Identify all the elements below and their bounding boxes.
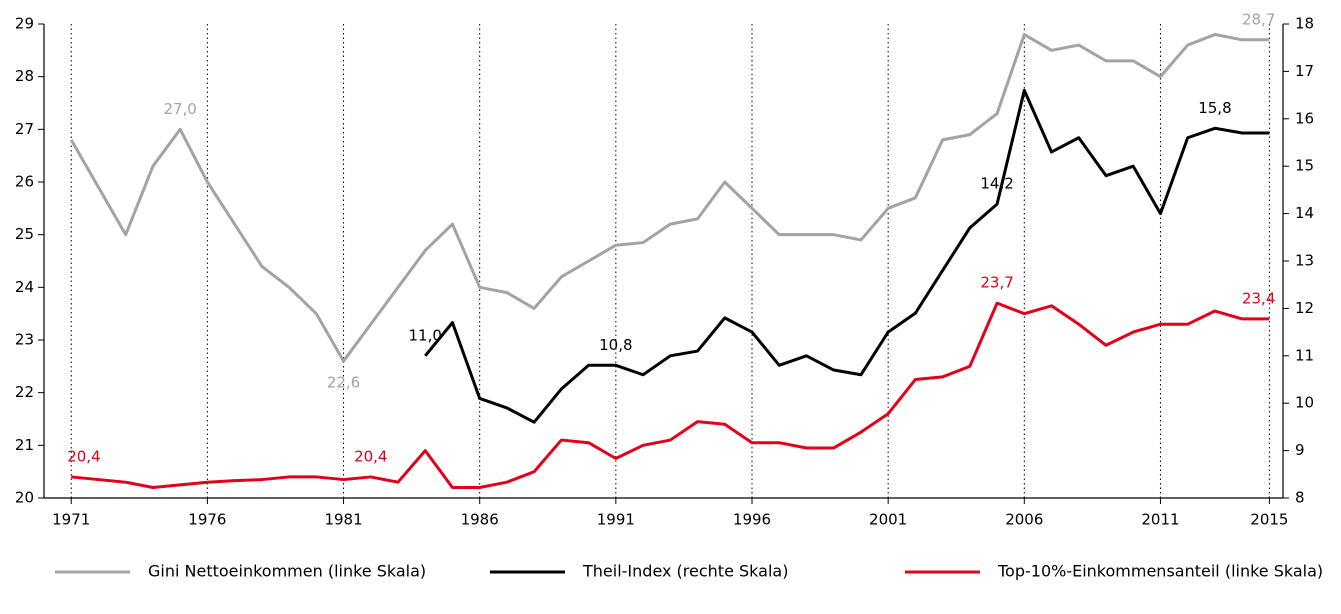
value-label: 22,6 [327,374,360,392]
y2-tick-label: 14 [1295,204,1314,222]
value-label: 10,8 [599,336,632,354]
value-label: 20,4 [67,447,100,465]
value-label: 20,4 [354,447,387,465]
y2-tick-label: 17 [1295,62,1314,80]
y2-tick-label: 8 [1295,489,1305,507]
x-tick-label: 2001 [869,511,907,529]
y-tick-label: 21 [15,436,34,454]
y-tick-label: 28 [15,67,34,85]
y2-tick-label: 15 [1295,157,1314,175]
y-tick-label: 29 [15,15,34,33]
x-tick-label: 1976 [188,511,226,529]
x-tick-label: 2011 [1141,511,1179,529]
value-label: 27,0 [163,100,196,118]
legend-label: Top-10%-Einkommensanteil (linke Skala) [997,562,1323,581]
series-line [71,301,1270,489]
y2-tick-label: 11 [1295,346,1314,364]
x-tick-label: 1996 [733,511,771,529]
x-tick-label: 1986 [461,511,499,529]
x-tick-label: 1991 [597,511,635,529]
series-line [424,88,1270,424]
y-tick-label: 22 [15,383,34,401]
value-label: 11,0 [409,326,442,344]
y-tick-label: 25 [15,225,34,243]
y2-tick-label: 12 [1295,299,1314,317]
series-line [69,33,1270,363]
value-label: 14,2 [980,175,1013,193]
y-tick-label: 23 [15,331,34,349]
x-tick-label: 2006 [1005,511,1043,529]
y-tick-label: 27 [15,120,34,138]
value-label: 28,7 [1242,10,1275,28]
y2-tick-label: 9 [1295,441,1305,459]
legend-label: Gini Nettoeinkommen (linke Skala) [148,562,426,581]
y2-tick-label: 18 [1295,15,1314,33]
value-label: 23,4 [1242,289,1275,307]
x-tick-label: 1981 [324,511,362,529]
y-tick-label: 24 [15,278,34,296]
x-tick-label: 1971 [52,511,90,529]
value-label: 15,8 [1198,99,1231,117]
legend-label: Theil-Index (rechte Skala) [582,562,788,581]
y2-tick-label: 10 [1295,394,1314,412]
x-tick-label: 2015 [1250,511,1288,529]
y2-tick-label: 13 [1295,252,1314,270]
y-tick-label: 26 [15,173,34,191]
value-label: 23,7 [980,274,1013,292]
y-tick-label: 20 [15,489,34,507]
y2-tick-label: 16 [1295,109,1314,127]
